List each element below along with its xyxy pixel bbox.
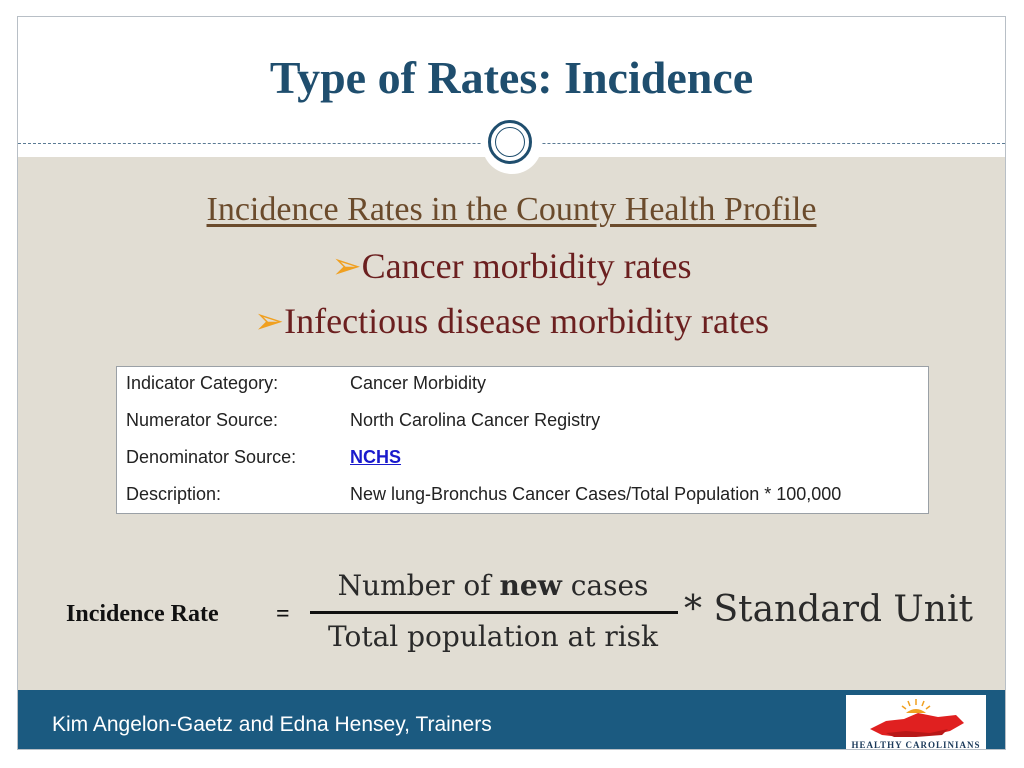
bullet-text: Infectious disease morbidity rates xyxy=(284,301,770,341)
row-value: Cancer Morbidity xyxy=(350,373,487,393)
numerator-suffix: cases xyxy=(561,569,649,602)
formula-label: Incidence Rate xyxy=(66,601,219,627)
formula-multiplier: * Standard Unit xyxy=(684,589,973,630)
indicator-table: Indicator Category: Cancer Morbidity Num… xyxy=(116,366,929,514)
bullet-text: Cancer morbidity rates xyxy=(361,246,692,286)
fraction-bar xyxy=(310,611,678,614)
slide: Type of Rates: Incidence Incidence Rates… xyxy=(17,16,1006,750)
row-label: Denominator Source: xyxy=(126,447,297,467)
table-row: Denominator Source: NCHS xyxy=(117,447,928,477)
row-value: North Carolina Cancer Registry xyxy=(350,410,601,430)
arrow-bullet-icon: ➢ xyxy=(331,246,362,286)
row-label: Indicator Category: xyxy=(126,373,279,393)
row-label: Numerator Source: xyxy=(126,410,279,430)
slide-title: Type of Rates: Incidence xyxy=(269,52,754,103)
bullet-item: ➢Cancer morbidity rates xyxy=(18,245,1005,287)
bullet-item: ➢Infectious disease morbidity rates xyxy=(18,300,1005,342)
formula-equals: = xyxy=(276,601,290,627)
formula-numerator: Number of new cases xyxy=(308,569,678,602)
logo-graphic-icon xyxy=(870,699,964,737)
nchs-link[interactable]: NCHS xyxy=(350,447,402,467)
table-row: Indicator Category: Cancer Morbidity xyxy=(117,373,928,403)
section-heading: Incidence Rates in the County Health Pro… xyxy=(206,191,817,228)
arrow-bullet-icon: ➢ xyxy=(253,301,285,341)
numerator-bold: new xyxy=(499,569,562,602)
formula-denominator: Total population at risk xyxy=(327,620,659,653)
footer-bar: Kim Angelon-Gaetz and Edna Hensey, Train… xyxy=(18,690,1005,750)
footer-credits: Kim Angelon-Gaetz and Edna Hensey, Train… xyxy=(52,713,492,736)
row-value: New lung-Bronchus Cancer Cases/Total Pop… xyxy=(350,484,842,504)
row-label: Description: xyxy=(126,484,222,504)
table-row: Description: New lung-Bronchus Cancer Ca… xyxy=(117,484,928,514)
table-row: Numerator Source: North Carolina Cancer … xyxy=(117,410,928,440)
circle-ornament-icon xyxy=(488,120,532,164)
healthy-carolinians-logo: HEALTHY CAROLINIANS xyxy=(846,695,986,750)
numerator-prefix: Number of xyxy=(337,569,500,602)
logo-wordmark: HEALTHY CAROLINIANS xyxy=(851,740,981,750)
